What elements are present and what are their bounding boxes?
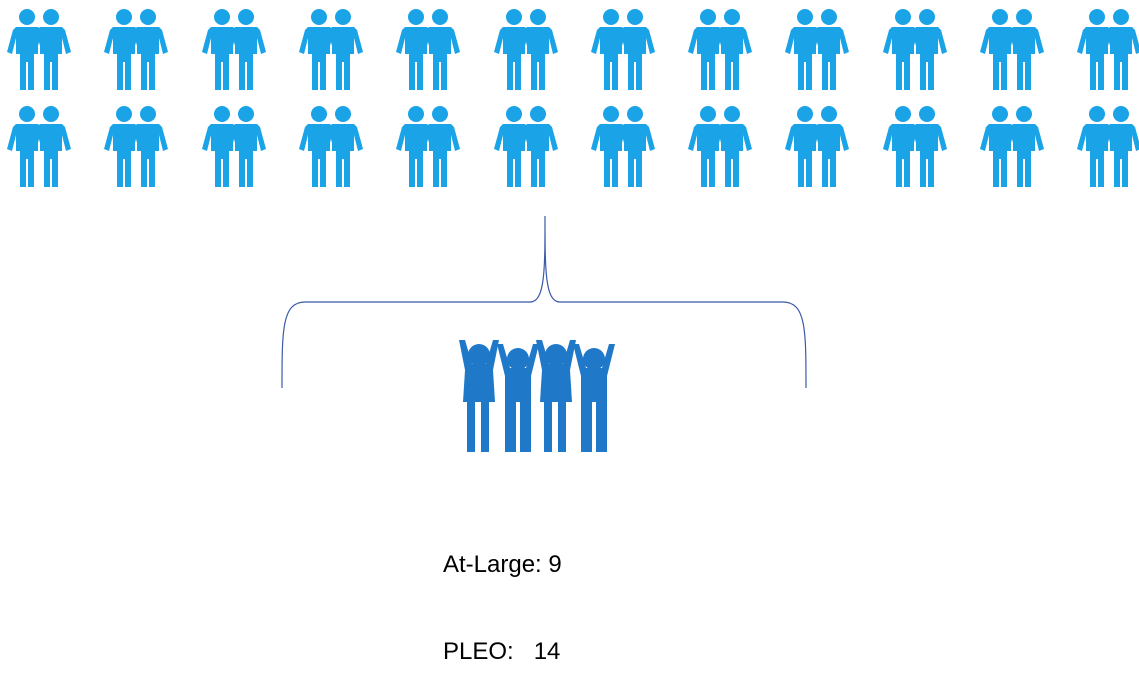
curly-bracket	[281, 215, 807, 389]
two-people-icon	[202, 8, 266, 90]
two-people-icon	[1077, 8, 1139, 90]
two-people-icon	[494, 105, 558, 187]
pleo-label: PLEO: 14	[443, 638, 561, 665]
two-people-icon	[883, 8, 947, 90]
two-people-icon	[494, 8, 558, 90]
two-people-icon	[7, 105, 71, 187]
two-people-icon	[104, 8, 168, 90]
two-people-icon	[396, 105, 460, 187]
two-people-icon	[7, 8, 71, 90]
two-people-icon	[688, 8, 752, 90]
two-people-icon	[785, 105, 849, 187]
two-people-icon	[1077, 105, 1139, 187]
two-people-icon	[688, 105, 752, 187]
two-people-icon	[104, 105, 168, 187]
two-people-icon	[396, 8, 460, 90]
delegate-counts: At-Large: 9 PLEO: 14	[443, 492, 562, 695]
two-people-icon	[980, 105, 1044, 187]
two-people-icon	[591, 105, 655, 187]
two-people-icon	[980, 8, 1044, 90]
two-people-icon	[883, 105, 947, 187]
delegate-pairs-grid	[0, 0, 1139, 200]
two-people-icon	[785, 8, 849, 90]
bracket-path	[281, 215, 807, 389]
two-people-icon	[299, 105, 363, 187]
at-large-label: At-Large: 9	[443, 551, 562, 578]
two-people-icon	[202, 105, 266, 187]
group-celebrating-icon	[455, 340, 620, 455]
two-people-icon	[299, 8, 363, 90]
two-people-icon	[591, 8, 655, 90]
